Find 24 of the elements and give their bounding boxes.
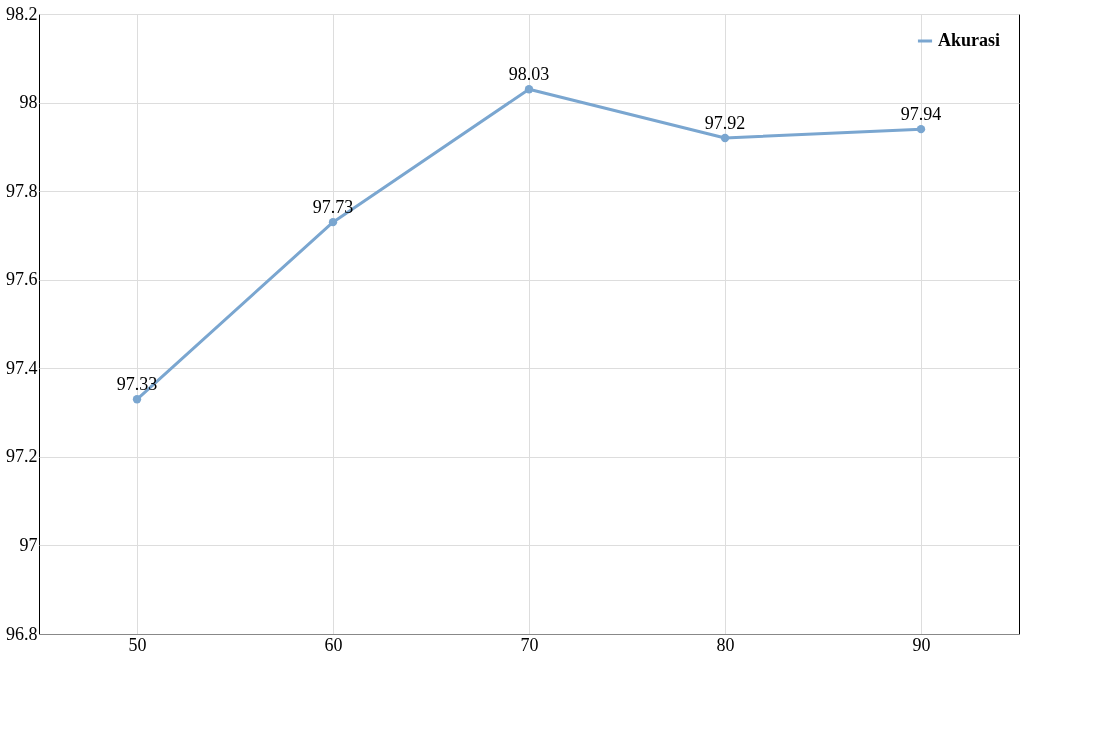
x-tick-label: 60	[324, 634, 343, 655]
legend-label: Akurasi	[938, 30, 1001, 50]
x-tick-label: 80	[716, 634, 735, 655]
x-tick-label: 90	[912, 634, 931, 655]
y-tick-label: 98.2	[6, 3, 38, 24]
data-label: 97.73	[312, 197, 354, 218]
point	[328, 217, 338, 227]
data-label: 97.94	[900, 104, 942, 125]
y-tick-label: 97.4	[6, 357, 38, 378]
data-label: 97.33	[116, 374, 158, 395]
y-tick-label: 98	[19, 92, 38, 113]
y-tick-label: 96.8	[6, 623, 38, 644]
point	[916, 124, 926, 134]
y-tick-label: 97.6	[6, 269, 38, 290]
x-tick-label: 50	[128, 634, 147, 655]
data-label: 97.92	[704, 113, 746, 133]
y-tick-label: 97.2	[6, 446, 38, 467]
y-tick-label: 97.8	[6, 180, 38, 201]
data-label: 98.03	[508, 64, 550, 85]
point	[720, 133, 730, 143]
point	[524, 85, 534, 94]
point	[132, 395, 142, 404]
x-tick-label: 70	[520, 634, 539, 655]
y-tick-label: 97	[19, 534, 38, 555]
